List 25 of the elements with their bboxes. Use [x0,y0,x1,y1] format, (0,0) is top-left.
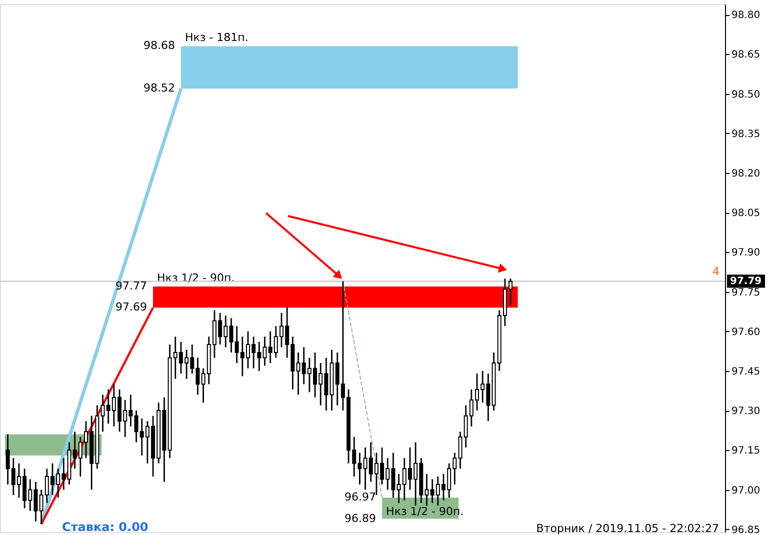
y-tick-label: 98.50 [732,89,760,100]
y-tick-label: 98.65 [732,50,760,61]
y-tick-label: 96.85 [732,524,760,535]
annotation: 4 [712,265,720,278]
band-label: Нкз - 181п. [184,31,248,44]
y-tick-label: 97.90 [732,248,760,259]
y-tick-label: 97.60 [732,326,760,338]
y-tick-label: 97.00 [732,485,760,496]
y-tick-label: 98.05 [732,208,760,220]
annotation: 98.52 [143,81,175,94]
annotation: 96.89 [344,512,376,525]
annotation: Ставка: 0.00 [62,520,148,534]
y-tick-label: 98.20 [732,168,760,180]
y-tick-label: 98.80 [732,10,760,22]
annotation: Вторник / 2019.11.05 - 22:02:27 [536,522,719,535]
annotation: 98.68 [143,39,175,52]
y-tick-label: 97.15 [732,446,760,457]
y-tick-label: 98.35 [732,128,760,140]
y-tick-label: 97.30 [732,406,760,418]
y-tick-label: 97.75 [732,287,760,298]
annotation: 97.69 [116,300,148,314]
ref-line-label: 97.79 [730,276,762,288]
annotation: 96.97 [344,490,376,504]
annotation: 97.77 [116,279,148,292]
y-tick-label: 97.45 [732,366,760,378]
